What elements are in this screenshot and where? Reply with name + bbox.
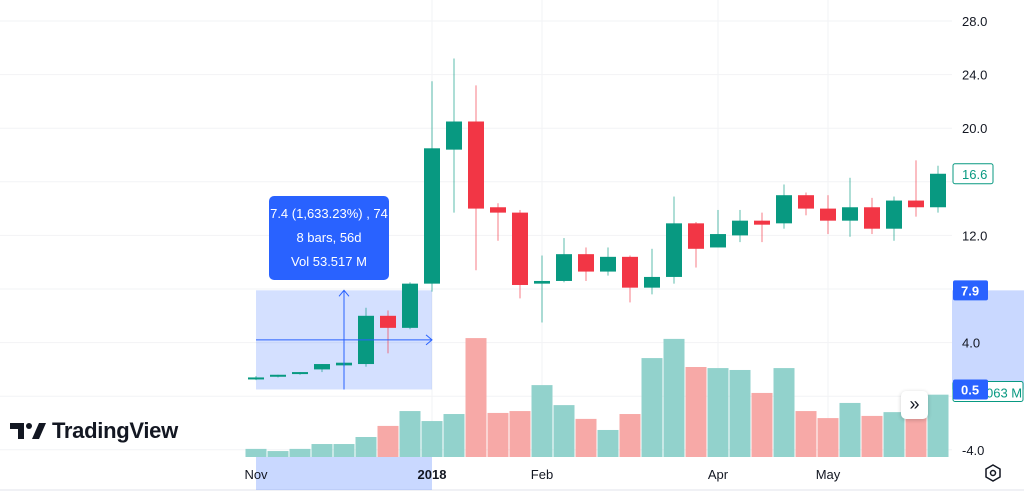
volume-bar <box>663 338 685 457</box>
candle-body <box>666 223 682 277</box>
candle-body <box>292 372 308 375</box>
brand-name: TradingView <box>52 418 178 443</box>
settings-icon[interactable] <box>984 464 1002 482</box>
candle-body <box>732 220 748 236</box>
candle-body <box>908 200 924 208</box>
volume-bar <box>465 338 487 457</box>
candle-body <box>556 254 572 281</box>
volume-bar <box>509 411 531 457</box>
volume-bar <box>355 437 377 457</box>
candle-body <box>248 377 264 380</box>
time-axis-measure-band <box>256 457 432 490</box>
price-tick-label: 28.0 <box>962 14 987 29</box>
volume-bar <box>839 402 861 457</box>
volume-bar <box>817 418 839 457</box>
candle-body <box>600 256 616 272</box>
time-tick-label: May <box>816 467 841 482</box>
price-tick-label: 12.0 <box>962 228 987 243</box>
volume-bar <box>641 358 663 457</box>
candle-body <box>446 121 462 150</box>
volume-bar <box>575 418 597 457</box>
tradingview-logo-icon <box>10 423 46 439</box>
measure-low-label-box <box>953 379 988 400</box>
measure-high-label-box <box>953 280 988 301</box>
scroll-to-realtime-button[interactable]: » <box>901 391 928 419</box>
volume-bar <box>773 368 795 457</box>
candle-body <box>534 280 550 284</box>
candle-body <box>930 173 946 208</box>
volume-bar <box>377 425 399 457</box>
candle-body <box>578 254 594 272</box>
last-price-label: 16.6 <box>962 167 987 182</box>
measure-bars: 8 bars, 56d <box>296 230 362 245</box>
candle-body <box>886 200 902 229</box>
tradingview-logo[interactable]: TradingView <box>10 418 178 444</box>
volume-bar <box>861 415 883 457</box>
volume-bar <box>729 369 751 457</box>
volume-bar <box>883 412 905 457</box>
measure-low-label: 0.5 <box>961 383 979 398</box>
candle-body <box>842 207 858 221</box>
measure-high-label: 7.9 <box>961 283 979 298</box>
volume-bar <box>707 368 729 457</box>
last-price-label-box <box>952 163 994 185</box>
volume-bar <box>399 411 421 457</box>
candle-body <box>798 195 814 209</box>
candle-body <box>688 223 704 249</box>
volume-bar <box>487 412 509 457</box>
candle-body <box>424 148 440 284</box>
time-tick-label: 2018 <box>418 467 447 482</box>
candle-body <box>776 195 792 224</box>
volume-bar <box>531 385 553 457</box>
price-tick-label: 20.0 <box>962 121 987 136</box>
volume-bar <box>751 392 773 457</box>
price-tick-label: 4.0 <box>962 336 980 351</box>
volume-bar <box>597 429 619 457</box>
volume-bar <box>333 444 355 457</box>
candle-body <box>820 208 836 221</box>
candle-body <box>490 207 506 213</box>
candle-body <box>314 364 330 370</box>
candle-body <box>270 374 286 377</box>
measure-volume: Vol 53.517 M <box>291 254 367 269</box>
volume-bar <box>795 411 817 457</box>
time-tick-label: Nov <box>244 467 268 482</box>
arrow-up-icon <box>338 289 350 297</box>
candle-body <box>402 283 418 328</box>
volume-bar <box>905 409 927 457</box>
volume-bar <box>685 367 707 457</box>
volume-bar <box>421 421 443 457</box>
volume-bar <box>267 451 289 457</box>
volume-bar <box>443 414 465 457</box>
candle-body <box>622 256 638 288</box>
candle-body <box>380 315 396 328</box>
measure-change: 7.4 (1,633.23%) , 74 <box>270 206 388 221</box>
candle-body <box>644 276 660 288</box>
price-tick-label: -4.0 <box>962 443 984 458</box>
volume-bar <box>619 414 641 457</box>
volume-bar <box>927 394 949 457</box>
candle-body <box>754 220 770 225</box>
volume-bar <box>553 405 575 457</box>
time-tick-label: Apr <box>708 467 729 482</box>
price-axis-measure-band <box>952 290 1024 390</box>
measure-tooltip: 7.4 (1,633.23%) , 74 8 bars, 56d Vol 53.… <box>269 196 389 280</box>
time-tick-label: Feb <box>531 467 553 482</box>
arrow-right-icon <box>425 334 433 346</box>
volume-bar <box>311 444 333 457</box>
volume-bar <box>289 448 311 457</box>
candle-body <box>864 207 880 229</box>
price-tick-label: 24.0 <box>962 68 987 83</box>
candle-body <box>468 121 484 209</box>
candle-body <box>710 234 726 248</box>
last-volume-label: 063 M <box>986 386 1022 401</box>
volume-bar <box>245 448 267 457</box>
candle-body <box>512 212 528 285</box>
